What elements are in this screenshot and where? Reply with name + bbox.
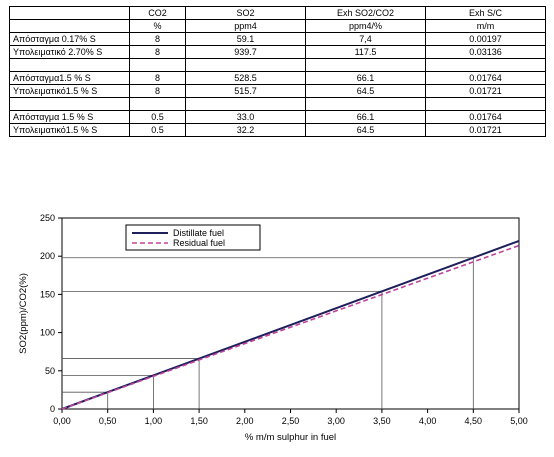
value-cell: 0.01721 [425, 84, 546, 98]
legend-label: Residual fuel [173, 238, 225, 248]
legend-label: Distillate fuel [173, 228, 224, 238]
value-cell: 0.03136 [425, 45, 546, 59]
y-tick-label: 100 [40, 328, 55, 338]
x-tick-label: 1,00 [145, 416, 163, 426]
empty-cell [129, 97, 186, 111]
value-cell: 0.01764 [425, 110, 546, 124]
value-cell: 0.01764 [425, 71, 546, 85]
series-line-residual [61, 244, 520, 410]
empty-cell [9, 58, 130, 72]
empty-cell [185, 58, 306, 72]
units-row: % ppm4 ppm4/% m/m [9, 19, 546, 33]
x-axis-title: % m/m sulphur in fuel [245, 432, 336, 443]
value-cell: SO2 [185, 6, 306, 20]
value-cell: 66.1 [305, 110, 426, 124]
row-label-cell: Υπολειματικό 2.70% S [9, 45, 130, 59]
row-label-cell [9, 6, 130, 20]
value-cell: 33.0 [185, 110, 306, 124]
empty-cell [305, 97, 426, 111]
table-row: Υπολειματικό1.5 % S 0.5 32.2 64.5 0.01721 [9, 123, 546, 137]
value-cell: 0.01721 [425, 123, 546, 137]
value-cell: 0.5 [129, 110, 186, 124]
so2-co2-chart: 0 50 100 150 200 250 0,00 0,50 1,00 1,50 2,00 2,50 3… [0, 205, 554, 455]
empty-cell [305, 58, 426, 72]
value-cell: ppm4/% [305, 19, 426, 33]
value-cell: m/m [425, 19, 546, 33]
y-tick-label: 150 [40, 289, 55, 299]
value-cell: % [129, 19, 186, 33]
row-label-cell [9, 19, 130, 33]
value-cell: 528.5 [185, 71, 306, 85]
row-label-cell: Υπολειματικό1.5 % S [9, 84, 130, 98]
value-cell: 64.5 [305, 123, 426, 137]
value-cell: 64.5 [305, 84, 426, 98]
x-tick-label: 3,50 [373, 416, 391, 426]
empty-cell [9, 97, 130, 111]
value-cell: 939.7 [185, 45, 306, 59]
y-axis-title: SO2(ppm)/CO2(%) [18, 273, 29, 354]
value-cell: Exh S/C [425, 6, 546, 20]
value-cell: 0.5 [129, 123, 186, 137]
table-row: Υπολειματικό 2.70% S 8 939.7 117.5 0.03136 [9, 45, 546, 59]
value-cell: CO2 [129, 6, 186, 20]
header-row: CO2 SO2 Exh SO2/CO2 Exh S/C [9, 6, 546, 20]
y-tick-label: 50 [45, 366, 55, 376]
chart-svg: 0 50 100 150 200 250 0,00 0,50 1,00 1,50 2,00 2,50 3… [18, 213, 528, 443]
value-cell: 59.1 [185, 32, 306, 46]
empty-cell [425, 58, 546, 72]
table-row: Απόσταγμα 1.5 % S 0.5 33.0 66.1 0.01764 [9, 110, 546, 124]
x-tick-label: 2,50 [282, 416, 300, 426]
empty-cell [185, 97, 306, 111]
x-tick-label: 0,00 [53, 416, 71, 426]
value-cell: 8 [129, 84, 186, 98]
row-label-cell: Απόσταγμα1.5 % S [9, 71, 130, 85]
value-cell: 0.00197 [425, 32, 546, 46]
value-cell: 66.1 [305, 71, 426, 85]
row-label-cell: Απόσταγμα 0.17% S [9, 32, 130, 46]
value-cell: 8 [129, 71, 186, 85]
empty-cell [425, 97, 546, 111]
x-tick-label: 0,50 [99, 416, 117, 426]
y-tick-label: 0 [50, 404, 55, 414]
spacer-row [9, 97, 546, 111]
x-tick-label: 2,00 [236, 416, 254, 426]
row-label-cell: Υπολειματικό1.5 % S [9, 123, 130, 137]
x-tick-label: 5,00 [510, 416, 528, 426]
value-cell: 8 [129, 32, 186, 46]
x-tick-label: 4,00 [419, 416, 437, 426]
value-cell: Exh SO2/CO2 [305, 6, 426, 20]
y-tick-label: 250 [40, 213, 55, 223]
value-cell: 117.5 [305, 45, 426, 59]
value-cell: 8 [129, 45, 186, 59]
value-cell: 7,4 [305, 32, 426, 46]
x-tick-label: 3,00 [327, 416, 345, 426]
emissions-table: CO2 SO2 Exh SO2/CO2 Exh S/C% ppm4 ppm4/% m/m Απ… [9, 6, 546, 137]
spacer-row [9, 58, 546, 72]
value-cell: 515.7 [185, 84, 306, 98]
row-label-cell: Απόσταγμα 1.5 % S [9, 110, 130, 124]
legend-box [125, 224, 261, 251]
value-cell: ppm4 [185, 19, 306, 33]
empty-cell [129, 58, 186, 72]
table-row: Απόσταγμα 0.17% S 8 59.1 7,4 0.00197 [9, 32, 546, 46]
x-tick-label: 1,50 [190, 416, 208, 426]
table-row: Υπολειματικό1.5 % S 8 515.7 64.5 0.01721 [9, 84, 546, 98]
x-tick-label: 4,50 [465, 416, 483, 426]
y-tick-label: 200 [40, 251, 55, 261]
table-row: Απόσταγμα1.5 % S 8 528.5 66.1 0.01764 [9, 71, 546, 85]
value-cell: 32.2 [185, 123, 306, 137]
